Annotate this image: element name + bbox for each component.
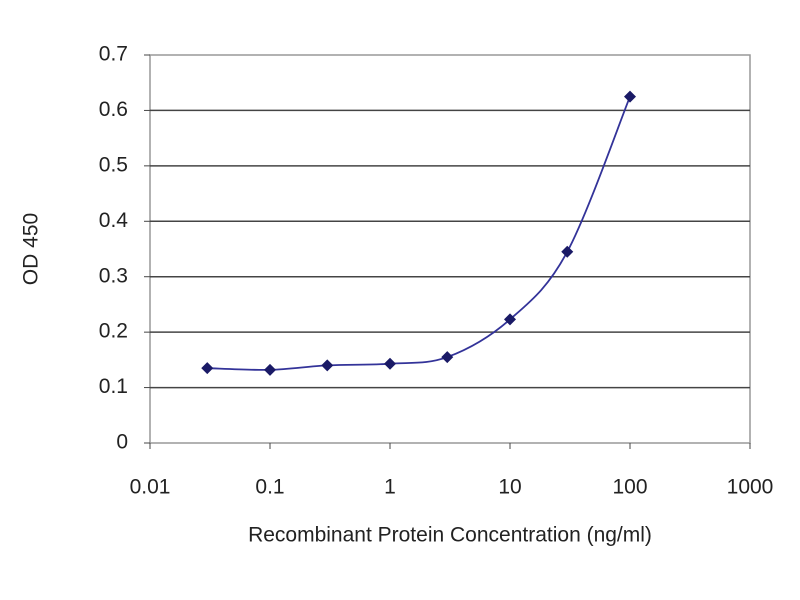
y-tick-label: 0.5 bbox=[99, 153, 128, 176]
y-tick-label: 0.1 bbox=[99, 375, 128, 398]
plot-area bbox=[149, 54, 751, 444]
x-axis-label: Recombinant Protein Concentration (ng/ml… bbox=[248, 524, 652, 547]
data-point bbox=[561, 245, 574, 258]
data-point bbox=[201, 362, 214, 375]
x-tick-label: 0.01 bbox=[130, 476, 171, 499]
x-tick-label: 10 bbox=[498, 476, 521, 499]
x-tick-label: 100 bbox=[612, 476, 647, 499]
y-tick-label: 0.4 bbox=[99, 209, 129, 232]
data-point bbox=[504, 313, 516, 326]
y-tick-label: 0.3 bbox=[99, 264, 128, 287]
y-axis-label: OD 450 bbox=[20, 213, 43, 285]
x-tick-label: 1 bbox=[384, 476, 396, 499]
y-tick-label: 0 bbox=[116, 431, 128, 454]
x-tick-label: 0.1 bbox=[255, 476, 284, 499]
x-tick-label: 1000 bbox=[727, 476, 774, 499]
y-tick-label: 0.7 bbox=[99, 43, 128, 66]
y-tick-label: 0.6 bbox=[99, 98, 128, 121]
data-point bbox=[264, 363, 276, 376]
y-tick-label: 0.2 bbox=[99, 320, 128, 343]
data-point bbox=[441, 351, 454, 364]
data-point bbox=[624, 90, 636, 103]
data-point bbox=[321, 359, 334, 372]
data-point bbox=[384, 357, 396, 370]
